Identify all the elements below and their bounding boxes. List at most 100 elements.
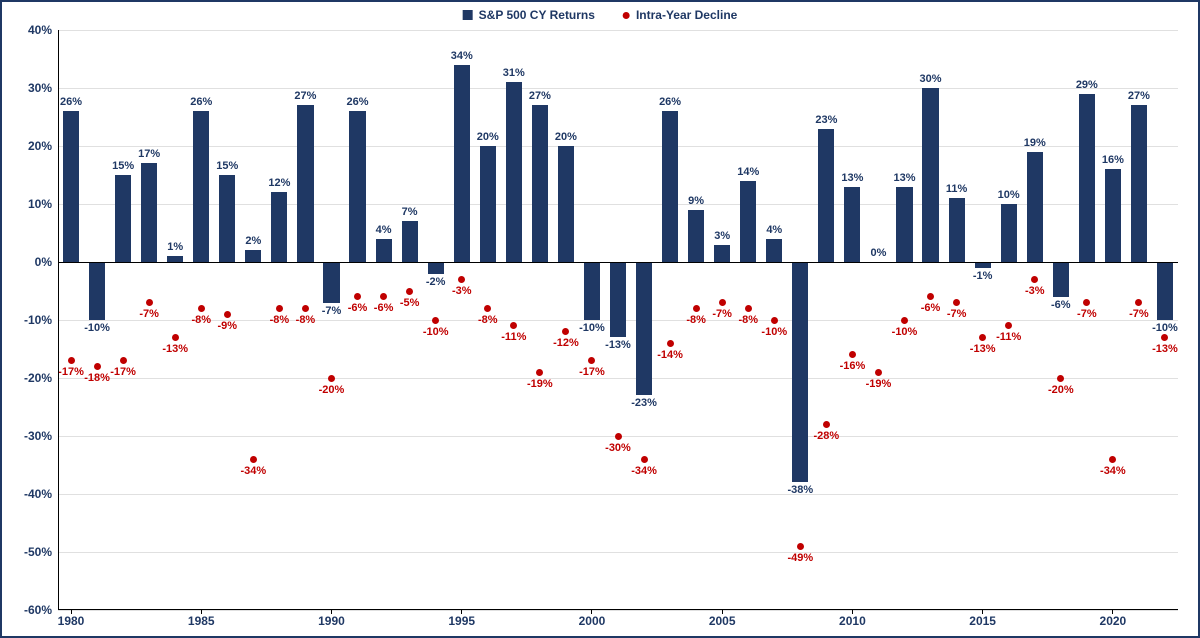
dot-value-label: -34% bbox=[1100, 465, 1126, 477]
bar-value-label: 4% bbox=[766, 224, 782, 236]
scatter-dot bbox=[1057, 375, 1064, 382]
y-tick-label: 20% bbox=[28, 139, 58, 153]
x-axis-bottom-line bbox=[58, 609, 1178, 610]
bar-value-label: 10% bbox=[998, 189, 1020, 201]
bar bbox=[271, 192, 287, 262]
bar-value-label: 9% bbox=[688, 195, 704, 207]
legend-item-bars: S&P 500 CY Returns bbox=[463, 8, 595, 22]
dot-value-label: -6% bbox=[348, 302, 368, 314]
y-tick-label: -40% bbox=[24, 487, 58, 501]
bar bbox=[1131, 105, 1147, 262]
scatter-dot bbox=[276, 305, 283, 312]
dot-value-label: -12% bbox=[553, 337, 579, 349]
chart-frame: S&P 500 CY Returns Intra-Year Decline -6… bbox=[0, 0, 1200, 638]
dot-value-label: -17% bbox=[579, 366, 605, 378]
gridline bbox=[58, 88, 1178, 89]
bar-value-label: -1% bbox=[973, 270, 993, 282]
dot-value-label: -13% bbox=[1152, 343, 1178, 355]
bar-value-label: 13% bbox=[841, 172, 863, 184]
bar bbox=[766, 239, 782, 262]
bar bbox=[1079, 94, 1095, 262]
bar bbox=[1157, 262, 1173, 320]
scatter-dot bbox=[849, 351, 856, 358]
y-tick-label: -30% bbox=[24, 429, 58, 443]
scatter-dot bbox=[1109, 456, 1116, 463]
dot-value-label: -28% bbox=[814, 430, 840, 442]
y-axis-line bbox=[58, 30, 59, 610]
bar bbox=[636, 262, 652, 395]
dot-value-label: -49% bbox=[787, 552, 813, 564]
bar bbox=[1027, 152, 1043, 262]
bar-value-label: -23% bbox=[631, 397, 657, 409]
scatter-dot bbox=[562, 328, 569, 335]
bar bbox=[818, 129, 834, 262]
bar bbox=[1001, 204, 1017, 262]
bar-value-label: 27% bbox=[529, 90, 551, 102]
scatter-dot bbox=[354, 293, 361, 300]
bar-value-label: 26% bbox=[60, 96, 82, 108]
dot-value-label: -8% bbox=[686, 314, 706, 326]
scatter-dot bbox=[510, 322, 517, 329]
bar-value-label: -10% bbox=[84, 322, 110, 334]
dot-value-label: -11% bbox=[501, 331, 526, 343]
y-tick-label: -50% bbox=[24, 545, 58, 559]
bar-value-label: 26% bbox=[659, 96, 681, 108]
bar-value-label: 27% bbox=[294, 90, 316, 102]
dot-value-label: -17% bbox=[58, 366, 84, 378]
scatter-dot bbox=[68, 357, 75, 364]
gridline bbox=[58, 146, 1178, 147]
scatter-dot bbox=[406, 288, 413, 295]
scatter-dot bbox=[1161, 334, 1168, 341]
scatter-dot bbox=[328, 375, 335, 382]
gridline bbox=[58, 378, 1178, 379]
gridline bbox=[58, 30, 1178, 31]
scatter-dot bbox=[1031, 276, 1038, 283]
bar-value-label: 16% bbox=[1102, 154, 1124, 166]
dot-value-label: -7% bbox=[712, 308, 732, 320]
scatter-dot bbox=[693, 305, 700, 312]
scatter-dot bbox=[172, 334, 179, 341]
bar-value-label: 30% bbox=[920, 73, 942, 85]
bar bbox=[506, 82, 522, 262]
scatter-dot bbox=[224, 311, 231, 318]
scatter-dot bbox=[901, 317, 908, 324]
bar bbox=[688, 210, 704, 262]
bar bbox=[89, 262, 105, 320]
dot-value-label: -10% bbox=[892, 326, 918, 338]
dot-value-label: -8% bbox=[296, 314, 316, 326]
dot-value-label: -19% bbox=[866, 378, 892, 390]
bar-value-label: 23% bbox=[815, 114, 837, 126]
dot-value-label: -3% bbox=[1025, 285, 1045, 297]
scatter-dot bbox=[953, 299, 960, 306]
dot-value-label: -6% bbox=[374, 302, 394, 314]
x-tick-mark bbox=[71, 610, 72, 614]
x-tick-mark bbox=[591, 610, 592, 614]
y-tick-label: -60% bbox=[24, 603, 58, 617]
scatter-dot bbox=[875, 369, 882, 376]
bar-value-label: 26% bbox=[347, 96, 369, 108]
legend-item-dots: Intra-Year Decline bbox=[623, 8, 737, 22]
x-tick-mark bbox=[982, 610, 983, 614]
bar-value-label: -7% bbox=[322, 305, 342, 317]
bar bbox=[219, 175, 235, 262]
bar bbox=[63, 111, 79, 262]
y-tick-label: -20% bbox=[24, 371, 58, 385]
scatter-dot bbox=[380, 293, 387, 300]
bar bbox=[896, 187, 912, 262]
dot-value-label: -20% bbox=[319, 384, 345, 396]
bar-value-label: 27% bbox=[1128, 90, 1150, 102]
bar-value-label: 20% bbox=[477, 131, 499, 143]
bar bbox=[532, 105, 548, 262]
bar-value-label: 7% bbox=[402, 206, 418, 218]
scatter-dot bbox=[927, 293, 934, 300]
scatter-dot bbox=[588, 357, 595, 364]
scatter-dot bbox=[745, 305, 752, 312]
bar bbox=[1053, 262, 1069, 297]
bar-value-label: 3% bbox=[714, 230, 730, 242]
bar bbox=[792, 262, 808, 482]
bar-value-label: 4% bbox=[376, 224, 392, 236]
dot-value-label: -14% bbox=[657, 349, 683, 361]
dot-value-label: -7% bbox=[139, 308, 159, 320]
bar-value-label: -38% bbox=[787, 484, 813, 496]
dot-value-label: -8% bbox=[738, 314, 758, 326]
